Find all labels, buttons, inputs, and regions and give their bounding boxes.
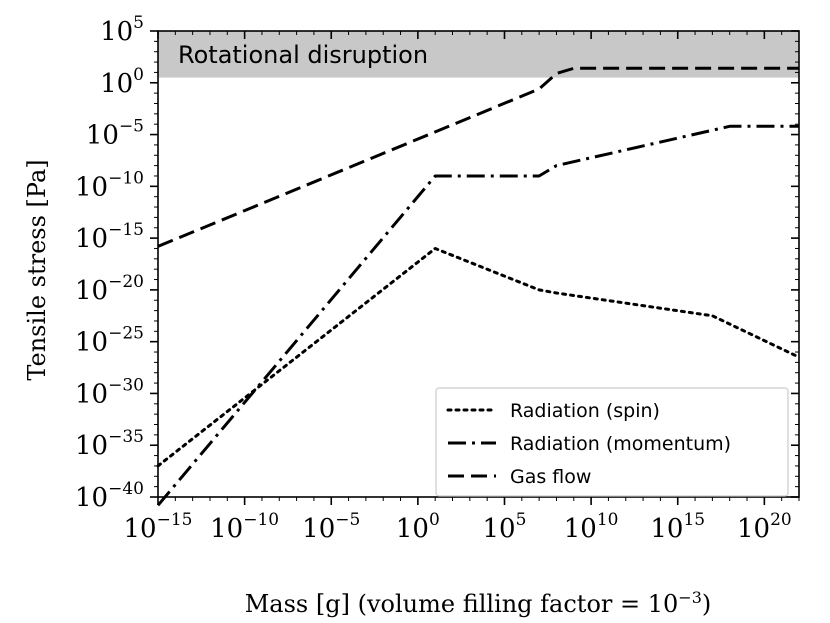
x-axis-title-main: Mass [g] (volume filling factor = 10 [245, 590, 679, 618]
x-tick-label: 1015 [650, 510, 705, 544]
x-axis-title-exponent: −3 [678, 588, 702, 607]
series-line-radiation-momentum [156, 124, 799, 507]
x-tick-label: 100 [396, 510, 440, 544]
shaded-region-label: Rotational disruption [178, 41, 428, 69]
x-tick-label: 105 [483, 510, 527, 544]
y-tick-label: 10−25 [75, 324, 144, 358]
y-tick-label: 10−40 [75, 479, 144, 513]
shaded-region-rotational-disruption [158, 31, 799, 78]
legend-entry-label: Radiation (momentum) [510, 433, 731, 455]
y-tick-label: 10−15 [75, 220, 144, 254]
y-tick-label: 10−35 [75, 427, 144, 461]
x-tick-label: 10−10 [210, 510, 279, 544]
y-tick-label: 105 [100, 13, 144, 47]
y-tick-label: 10−5 [86, 117, 144, 151]
x-tick-label: 10−15 [124, 510, 193, 544]
legend-box [435, 387, 789, 497]
series-line-gas-flow [157, 66, 799, 248]
x-tick-label: 1020 [737, 510, 792, 544]
legend-entry-label: Gas flow [510, 466, 591, 488]
y-tick-label: 10−10 [75, 168, 144, 202]
plot-frame [157, 30, 800, 498]
x-tick-label: 1010 [564, 510, 619, 544]
y-tick-label: 100 [100, 65, 144, 99]
legend-entry-label: Radiation (spin) [510, 400, 660, 422]
y-axis-title: Tensile stress [Pa] [23, 159, 51, 380]
x-axis-title-suffix: ) [702, 590, 711, 618]
x-axis-title: Mass [g] (volume filling factor = 10−3) [245, 588, 712, 619]
series-line-radiation-spin [156, 247, 801, 468]
y-tick-label: 10−30 [75, 375, 144, 409]
y-tick-label: 10−20 [75, 272, 144, 306]
x-tick-label: 10−5 [302, 510, 360, 544]
